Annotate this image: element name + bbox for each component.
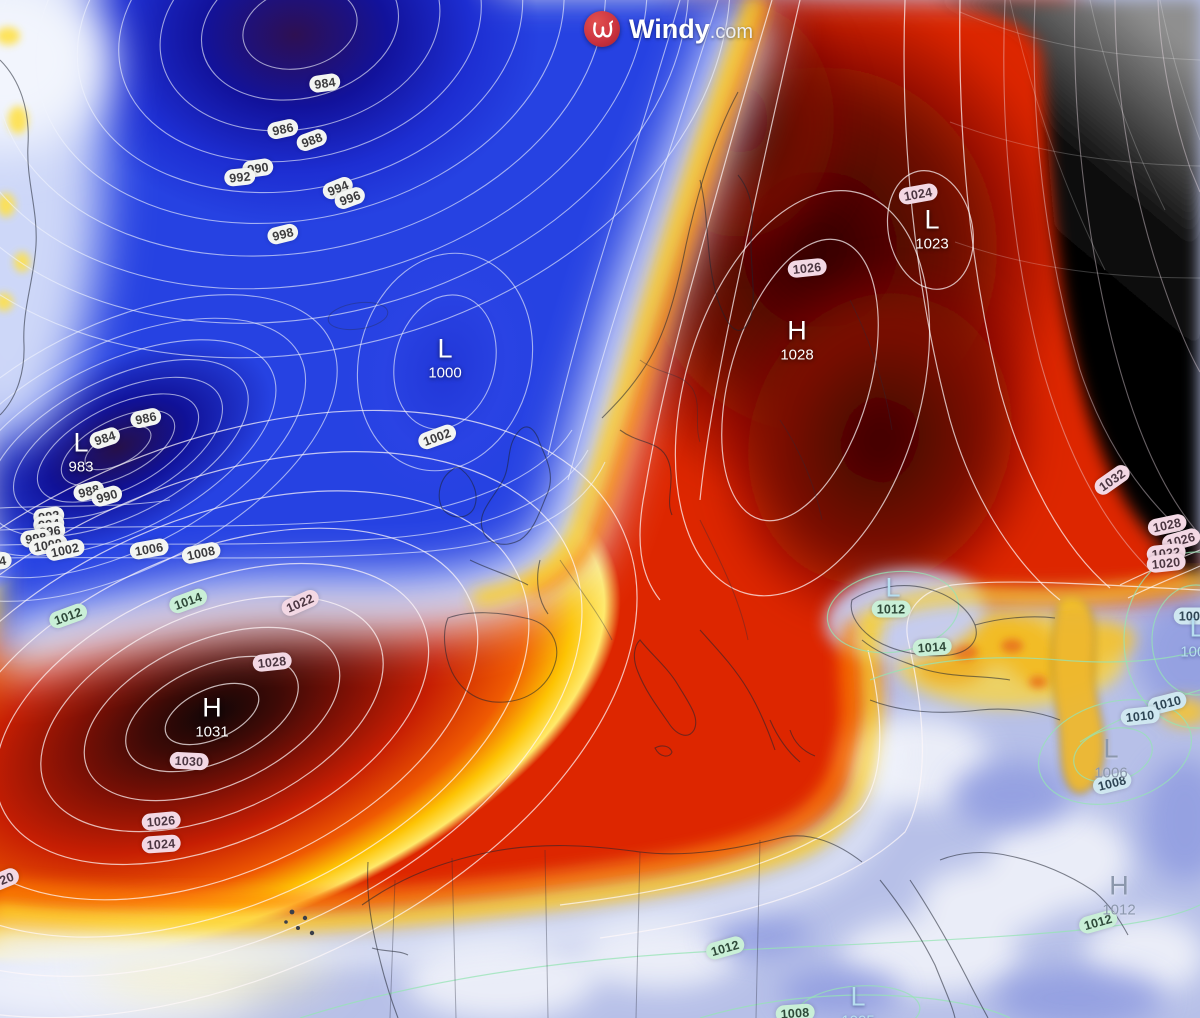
windy-logo[interactable]: Windy.com <box>584 11 753 47</box>
isobar-label: 984 <box>87 425 123 451</box>
isobar-label: 1022 <box>278 587 322 619</box>
isobar-label: 1012 <box>1077 908 1119 936</box>
isobar-label: 1008 <box>1173 607 1200 625</box>
isobar-label: 1014 <box>912 637 952 657</box>
isobar-label: 984 <box>308 72 342 94</box>
isobar-label: 1008 <box>775 1003 815 1018</box>
pressure-center-l: L1005 <box>841 981 874 1018</box>
isobar-label: 1020 <box>1145 552 1187 574</box>
isobar-label: 998 <box>265 221 301 247</box>
isobar-label: 1012 <box>46 601 90 631</box>
isobar-label: 1004 <box>0 550 13 574</box>
brand-name: Windy.com <box>629 13 754 44</box>
isobar-label: 1030 <box>169 751 209 771</box>
isobar-label: 986 <box>265 117 301 141</box>
isobar-label: 1014 <box>166 586 210 616</box>
pressure-center-h: H 1031 <box>195 692 229 741</box>
isobar-label: 1002 <box>415 422 459 452</box>
isobar-label: 1024 <box>141 834 181 854</box>
isobar-label: 1008 <box>1091 770 1133 796</box>
isobar-label: 1010 <box>1119 705 1161 727</box>
isobar-label: 1032 <box>1091 461 1133 499</box>
isobar-label: 1026 <box>786 257 828 279</box>
isobar-label: 992 <box>223 166 257 188</box>
isobar-label: 1020 <box>0 865 22 897</box>
windy-swirl-icon <box>584 11 620 47</box>
isobar-label: 1026 <box>141 810 181 832</box>
isobar-label: 1024 <box>897 182 939 206</box>
isobar-label: 1008 <box>180 540 222 566</box>
isobar-label: 988 <box>294 126 330 154</box>
isobar-label: 1012 <box>871 600 911 618</box>
isobar-label: 986 <box>128 406 164 430</box>
isobar-label: 1028 <box>251 651 293 673</box>
isobar-label: 1012 <box>704 934 746 962</box>
isobar-label: 1006 <box>128 537 170 561</box>
pressure-center-l: L 1023 <box>915 204 949 253</box>
pressure-center-h: H 1028 <box>780 315 814 364</box>
pressure-center-l: L <box>885 572 901 603</box>
pressure-center-l: L 1000 <box>428 333 462 382</box>
brand-suffix: .com <box>709 20 754 43</box>
